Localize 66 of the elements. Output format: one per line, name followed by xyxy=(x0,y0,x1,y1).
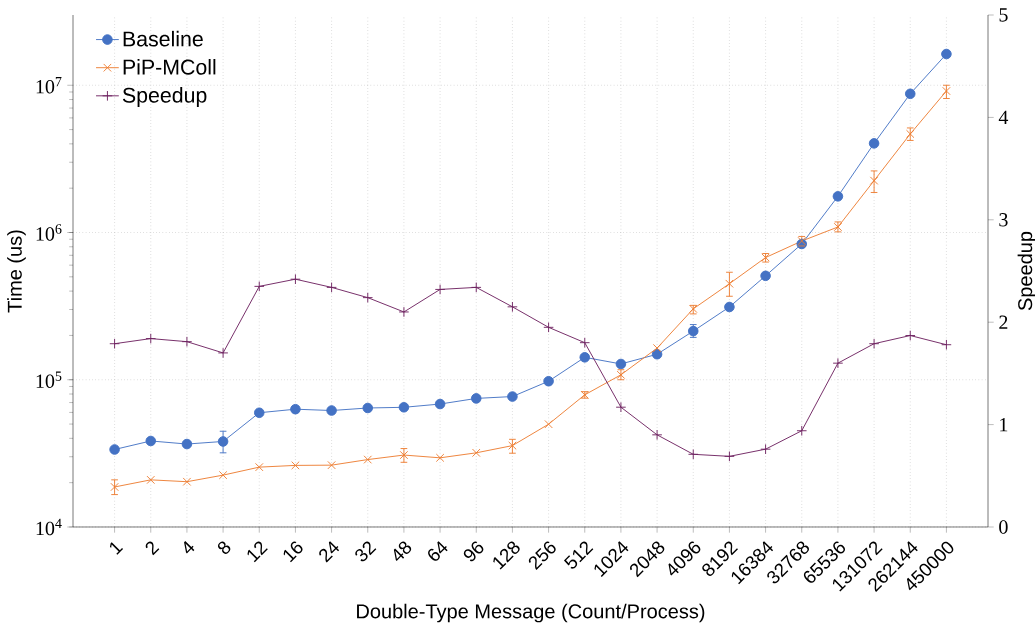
point xyxy=(181,438,193,450)
x-tick-label: 512 xyxy=(563,541,594,569)
legend-label: Speedup xyxy=(122,87,207,107)
y-tick-label: 10$^{4}$ xyxy=(36,518,62,536)
point xyxy=(579,352,591,363)
point xyxy=(290,403,301,415)
x-tick-label: 8 xyxy=(217,541,231,554)
x-tick-label: 24 xyxy=(319,541,340,563)
y-tick-label: 10$^{5}$ xyxy=(36,371,62,388)
point xyxy=(363,455,372,464)
point xyxy=(508,441,517,450)
x-tick-label: 16 xyxy=(283,541,303,563)
y-tick-label: 10$^{7}$ xyxy=(36,77,62,94)
point xyxy=(507,391,518,402)
x-tick-label: 2 xyxy=(145,541,160,556)
point xyxy=(904,88,916,100)
x-tick-label: 256 xyxy=(528,541,556,570)
point xyxy=(472,448,481,458)
point xyxy=(253,407,265,419)
point xyxy=(217,436,229,447)
point xyxy=(327,460,336,470)
point xyxy=(832,191,844,202)
point xyxy=(470,393,482,404)
point xyxy=(869,176,879,185)
y-axis-title: Time (us) xyxy=(7,230,26,313)
x-axis-title: Double-Type Message (Count/Process) xyxy=(357,603,705,623)
legend-label: Baseline xyxy=(123,30,203,47)
y2-tick-label: 5 xyxy=(999,8,1008,22)
point xyxy=(146,475,155,485)
point xyxy=(145,435,157,447)
y2-tick-label: 1 xyxy=(1000,418,1008,432)
point xyxy=(615,358,627,370)
point xyxy=(110,482,119,492)
point xyxy=(435,453,445,463)
point xyxy=(182,477,192,486)
point xyxy=(725,279,734,288)
x-tick-label: 12 xyxy=(247,541,268,563)
point xyxy=(218,470,228,480)
y2-tick-label: 2 xyxy=(999,315,1008,329)
x-tick-label: 4 xyxy=(184,540,195,554)
point xyxy=(941,48,952,60)
x-tick-label: 1 xyxy=(110,542,124,555)
y2-tick-label: 3 xyxy=(999,213,1008,227)
point xyxy=(109,444,120,455)
point xyxy=(434,398,446,410)
legend-label: PiP-MColl xyxy=(123,58,216,75)
point xyxy=(544,419,553,429)
y2-tick-label: 0 xyxy=(999,520,1008,534)
point xyxy=(326,405,337,416)
point xyxy=(652,343,662,353)
point xyxy=(868,138,880,149)
x-tick-label: 48 xyxy=(393,541,412,561)
point xyxy=(942,86,951,96)
point xyxy=(291,461,300,470)
x-tick-label: 128 xyxy=(493,541,520,570)
y2-tick-label: 4 xyxy=(998,110,1009,124)
point xyxy=(255,462,264,472)
point xyxy=(362,402,374,414)
point xyxy=(398,402,410,413)
point xyxy=(724,301,735,313)
point xyxy=(543,375,554,387)
point xyxy=(760,270,771,282)
x-tick-label: 64 xyxy=(428,541,448,561)
x-tick-label: 32 xyxy=(355,541,377,562)
x-tick-label: 96 xyxy=(463,541,484,562)
y-tick-label: 10$^{6}$ xyxy=(36,224,62,241)
